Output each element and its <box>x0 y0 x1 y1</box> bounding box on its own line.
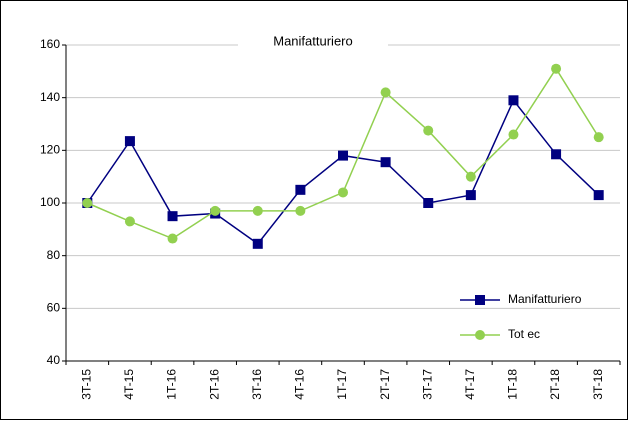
x-tick-label: 3T-18 <box>591 369 605 400</box>
x-tick-label: 3T-15 <box>79 369 93 400</box>
data-point <box>551 149 562 160</box>
legend-marker <box>475 330 485 340</box>
data-point <box>551 63 562 74</box>
data-point <box>338 187 348 198</box>
data-point <box>124 216 135 227</box>
data-point <box>82 198 93 208</box>
x-tick-label: 2T-18 <box>548 369 562 400</box>
data-point <box>210 205 221 216</box>
y-tick-label: 140 <box>40 90 60 104</box>
y-tick-label: 120 <box>40 143 60 157</box>
data-point <box>167 211 178 222</box>
data-point <box>465 171 476 182</box>
title-background <box>238 33 388 53</box>
y-tick-label: 160 <box>40 37 60 51</box>
legend-marker <box>475 295 485 305</box>
y-tick-label: 80 <box>47 248 61 262</box>
data-point <box>252 205 263 216</box>
data-point <box>380 157 391 168</box>
x-tick-label: 1T-17 <box>335 369 349 400</box>
data-point <box>593 132 604 143</box>
data-point <box>167 233 178 244</box>
x-tick-label: 1T-16 <box>165 369 179 400</box>
data-point <box>380 87 391 98</box>
data-point <box>508 95 519 106</box>
data-point <box>423 198 434 208</box>
y-tick-label: 40 <box>47 353 61 367</box>
data-point <box>465 190 476 201</box>
data-point <box>124 136 135 147</box>
legend-label: Manifatturiero <box>508 292 582 306</box>
data-point <box>423 125 434 136</box>
data-point <box>295 205 306 216</box>
x-tick-label: 1T-18 <box>506 369 520 400</box>
data-point <box>295 184 306 195</box>
x-tick-label: 4T-16 <box>293 369 307 400</box>
data-point <box>593 190 604 201</box>
y-tick-label: 100 <box>40 195 60 209</box>
data-point <box>252 238 263 249</box>
legend-label: Tot ec <box>508 327 540 341</box>
x-tick-label: 4T-17 <box>463 369 477 400</box>
data-point <box>508 129 519 140</box>
x-tick-label: 2T-16 <box>207 369 221 400</box>
data-point <box>338 150 348 161</box>
chart-title: Manifatturiero <box>273 33 352 48</box>
y-tick-label: 60 <box>47 301 61 315</box>
x-tick-label: 2T-17 <box>378 369 392 400</box>
x-tick-label: 3T-17 <box>420 369 434 400</box>
x-tick-label: 4T-15 <box>122 369 136 400</box>
x-tick-label: 3T-16 <box>250 369 264 400</box>
